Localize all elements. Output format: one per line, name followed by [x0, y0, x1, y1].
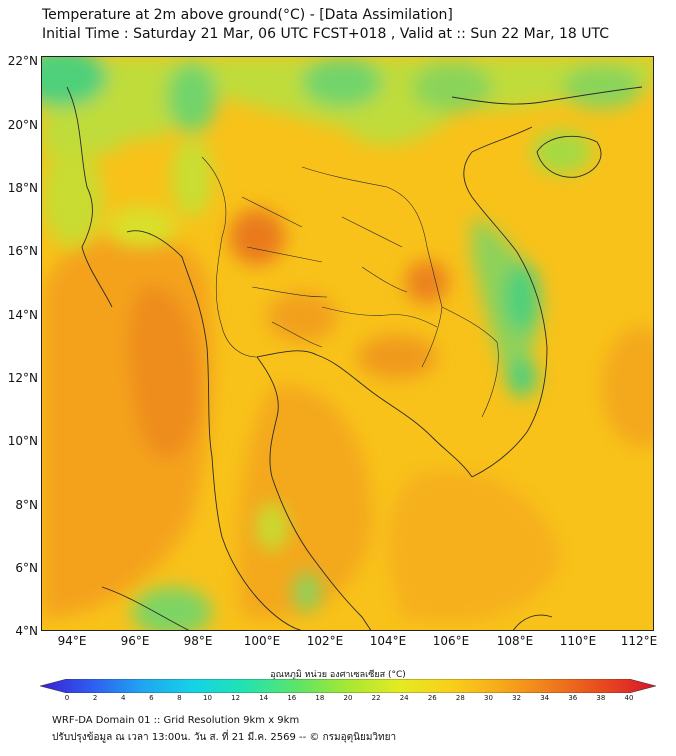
- lon-label-112e: 112°E: [620, 634, 658, 648]
- colorbar-tick-label: 0: [64, 694, 70, 702]
- lon-label-110e: 110°E: [559, 634, 597, 648]
- lat-label-18n: 18°N: [7, 181, 38, 195]
- temperature-warm-areas: [42, 209, 653, 623]
- border-myanmar-thailand: [201, 156, 258, 358]
- border-thailand-laos: [301, 166, 443, 368]
- sumatra-coast: [101, 586, 190, 630]
- peninsula-west-coast: [221, 536, 302, 630]
- lon-label-100e: 100°E: [243, 634, 281, 648]
- myanmar-coast: [66, 86, 113, 308]
- vietnam-coast: [463, 126, 548, 478]
- lon-label-106e: 106°E: [432, 634, 470, 648]
- lat-label-10n: 10°N: [7, 434, 38, 448]
- lon-label-102e: 102°E: [306, 634, 344, 648]
- temperature-field: [42, 57, 653, 630]
- colorbar-tick-label: 28: [455, 694, 465, 702]
- colorbar-tick-label: 40: [624, 694, 634, 702]
- lon-label-98e: 98°E: [183, 634, 213, 648]
- colorbar-gradient: [38, 678, 658, 694]
- lon-label-104e: 104°E: [369, 634, 407, 648]
- lat-label-4n: 4°N: [15, 624, 38, 638]
- peninsula-east-coast: [256, 356, 372, 630]
- colorbar-tick-label: 26: [427, 694, 437, 702]
- coastlines-and-borders: [66, 86, 643, 630]
- colorbar-tick-label: 34: [540, 694, 550, 702]
- hainan-coast: [536, 135, 602, 178]
- temperature-cool-areas: [42, 57, 653, 630]
- colorbar-tick-label: 6: [149, 694, 154, 702]
- border-thailand-cambodia: [321, 306, 438, 328]
- lon-label-108e: 108°E: [496, 634, 534, 648]
- lat-label-12n: 12°N: [7, 371, 38, 385]
- footer-update-info: ปรับปรุงข้อมูล ณ เวลา 13:00น. วัน ส. ที่…: [52, 732, 397, 743]
- borneo-coast: [512, 614, 553, 630]
- colorbar-tick-label: 4: [120, 694, 126, 702]
- colorbar-tick-label: 10: [203, 694, 212, 702]
- andaman-coast: [126, 230, 223, 538]
- map-subtitle: Initial Time : Saturday 21 Mar, 06 UTC F…: [42, 26, 609, 42]
- colorbar-tick-label: 30: [484, 694, 493, 702]
- temperature-map: [41, 56, 654, 631]
- lat-label-16n: 16°N: [7, 244, 38, 258]
- colorbar-tick-label: 38: [596, 694, 606, 702]
- lat-label-20n: 20°N: [7, 118, 38, 132]
- border-laos-cambodia-vietnam: [441, 306, 499, 418]
- lon-label-94e: 94°E: [57, 634, 87, 648]
- colorbar-tick-label: 14: [259, 694, 269, 702]
- colorbar-tick-label: 2: [92, 694, 98, 702]
- colorbar-title: อุณหภูมิ หน่วย องศาเซลเซียส (°C): [270, 670, 406, 680]
- province-lines: [241, 196, 408, 348]
- footer-model-info: WRF-DA Domain 01 :: Grid Resolution 9km …: [52, 715, 300, 726]
- colorbar-tick-label: 8: [177, 694, 182, 702]
- lon-label-96e: 96°E: [120, 634, 150, 648]
- lat-label-8n: 8°N: [15, 498, 38, 512]
- colorbar-tick-label: 18: [315, 694, 325, 702]
- china-coast: [451, 86, 643, 105]
- lat-label-6n: 6°N: [15, 561, 38, 575]
- map-title: Temperature at 2m above ground(°C) - [Da…: [42, 7, 453, 23]
- province-borders: [201, 156, 499, 418]
- colorbar-tick-label: 22: [371, 694, 381, 702]
- lat-label-14n: 14°N: [7, 308, 38, 322]
- colorbar-tick-label: 16: [287, 694, 297, 702]
- colorbar-tick-label: 20: [343, 694, 353, 702]
- colorbar-tick-label: 32: [512, 694, 522, 702]
- colorbar-tick-label: 24: [399, 694, 409, 702]
- colorbar-tick-label: 12: [231, 694, 241, 702]
- lat-label-22n: 22°N: [7, 54, 38, 68]
- colorbar: [38, 678, 658, 694]
- colorbar-tick-label: 36: [568, 694, 578, 702]
- gulf-coast: [256, 350, 473, 478]
